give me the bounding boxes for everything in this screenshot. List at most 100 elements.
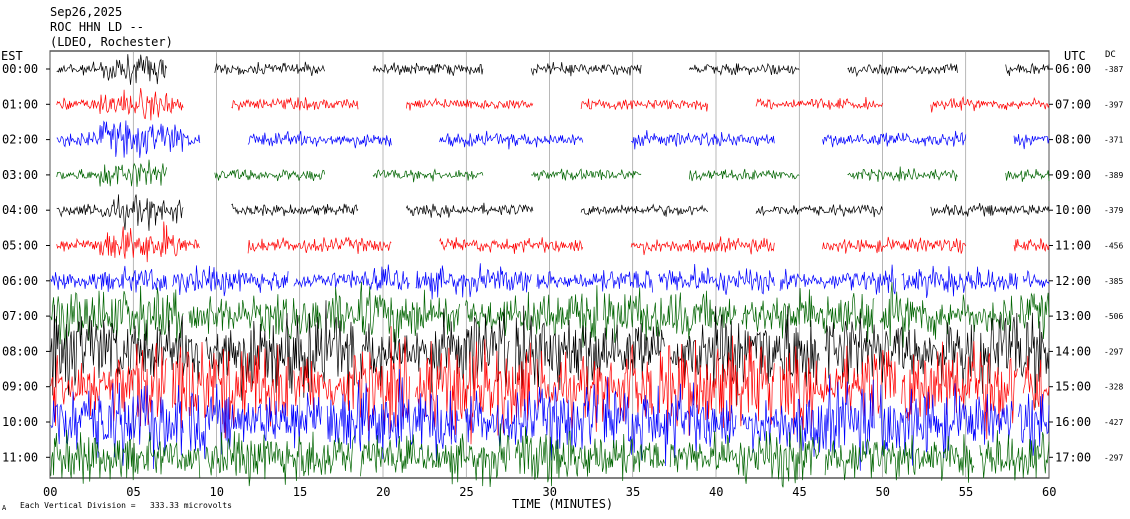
trace-row-00:00 (847, 63, 958, 78)
trace-row-08:00 (205, 300, 356, 405)
x-tick-35: 35 (626, 485, 640, 499)
x-tick-10: 10 (210, 485, 224, 499)
trace-row-07:00 (465, 285, 599, 348)
x-tick-50: 50 (876, 485, 890, 499)
trace-row-03:00 (214, 169, 326, 182)
trace-row-11:00 (50, 429, 201, 484)
trace-row-06:00 (779, 264, 897, 295)
row-labels: 00:00 06:00 -387 01:00 07:00 -397 02:00 08:00 -3… (2, 62, 1123, 464)
trace-row-00:00 (372, 62, 484, 76)
trace-row-07:00 (188, 294, 322, 340)
footnote-value: 333.33 microvolts (150, 501, 232, 510)
trace-row-09:00 (658, 335, 775, 436)
trace-row-03:00 (847, 166, 958, 182)
trace-row-11:00 (979, 430, 1050, 481)
trace-row-07:00 (741, 288, 875, 343)
x-tick-60: 60 (1042, 485, 1056, 499)
est-timezone-label: EST (1, 49, 23, 63)
utc-row-label: 16:00 (1055, 415, 1091, 429)
trace-row-05:00 (822, 236, 967, 254)
utc-row-label: 11:00 (1055, 239, 1091, 253)
utc-row-label: 15:00 (1055, 380, 1091, 394)
trace-row-03:00 (56, 159, 167, 187)
trace-row-10:00 (1017, 393, 1050, 456)
trace-row-11:00 (515, 426, 665, 487)
trace-row-04:00 (580, 203, 708, 217)
trace-row-03:00 (372, 168, 484, 183)
trace-row-06:00 (1022, 269, 1050, 288)
trace-row-11:00 (824, 434, 975, 483)
trace-row-06:00 (658, 263, 775, 295)
trace-row-01:00 (930, 95, 1050, 113)
trace-row-09:00 (50, 343, 167, 427)
est-row-label: 06:00 (2, 274, 38, 288)
trace-row-00:00 (1005, 62, 1050, 77)
dc-row-value: -328 (1104, 383, 1123, 392)
x-axis-label: TIME (MINUTES) (512, 497, 613, 511)
trace-row-07:00 (50, 285, 184, 350)
trace-row-04:00 (231, 203, 359, 217)
trace-row-05:00 (630, 236, 775, 256)
x-tick-30: 30 (543, 485, 557, 499)
dc-row-value: -371 (1104, 136, 1123, 145)
station-label: ROC HHN LD -- (50, 20, 144, 34)
est-row-label: 11:00 (2, 450, 38, 464)
dc-row-value: -379 (1104, 206, 1123, 215)
dc-row-value: -456 (1104, 242, 1123, 251)
x-tick-00: 00 (43, 485, 57, 499)
trace-row-07:00 (603, 287, 737, 343)
trace-row-00:00 (214, 61, 326, 76)
utc-row-label: 10:00 (1055, 203, 1091, 217)
utc-row-label: 17:00 (1055, 450, 1091, 464)
dc-header-label: DC (1105, 50, 1116, 60)
trace-row-02:00 (1013, 134, 1050, 150)
trace-row-10:00 (603, 376, 737, 467)
trace-row-06:00 (172, 265, 289, 297)
trace-row-08:00 (979, 312, 1050, 408)
trace-row-07:00 (879, 282, 1013, 348)
utc-row-label: 14:00 (1055, 344, 1091, 358)
trace-row-04:00 (930, 203, 1050, 217)
trace-row-09:00 (1022, 355, 1050, 419)
network-label: (LDEO, Rochester) (50, 35, 173, 49)
trace-row-00:00 (689, 62, 800, 76)
trace-row-09:00 (415, 339, 532, 445)
dc-row-value: -387 (1104, 65, 1123, 74)
est-row-label: 09:00 (2, 380, 38, 394)
trace-row-00:00 (530, 61, 642, 77)
trace-row-10:00 (465, 384, 599, 461)
trace-row-06:00 (415, 263, 532, 300)
trace-row-11:00 (360, 423, 510, 488)
footnote-prefix: Each Vertical Division = (20, 501, 136, 510)
utc-row-label: 09:00 (1055, 168, 1091, 182)
dc-row-value: -506 (1104, 312, 1123, 321)
trace-row-01:00 (231, 97, 359, 111)
trace-row-10:00 (326, 369, 460, 462)
trace-row-05:00 (1013, 238, 1050, 252)
trace-row-03:00 (689, 168, 800, 182)
trace-row-08:00 (669, 306, 820, 406)
trace-row-02:00 (247, 130, 392, 149)
trace-row-04:00 (755, 204, 883, 218)
est-row-label: 01:00 (2, 97, 38, 111)
est-row-label: 08:00 (2, 344, 38, 358)
trace-row-04:00 (405, 202, 534, 218)
trace-row-08:00 (515, 305, 665, 395)
footnote-mark: A (2, 504, 7, 512)
x-tick-40: 40 (709, 485, 723, 499)
trace-row-01:00 (755, 96, 883, 110)
trace-row-06:00 (293, 264, 410, 291)
trace-row-05:00 (56, 221, 201, 263)
utc-timezone-label: UTC (1064, 49, 1086, 63)
trace-row-09:00 (293, 326, 410, 434)
trace-row-07:00 (326, 281, 460, 350)
trace-row-11:00 (205, 431, 356, 487)
est-row-label: 00:00 (2, 62, 38, 76)
utc-row-label: 07:00 (1055, 97, 1091, 111)
x-tick-25: 25 (459, 485, 473, 499)
trace-row-01:00 (580, 98, 709, 112)
trace-row-01:00 (56, 87, 184, 121)
est-row-label: 05:00 (2, 239, 38, 253)
trace-row-02:00 (631, 130, 775, 150)
